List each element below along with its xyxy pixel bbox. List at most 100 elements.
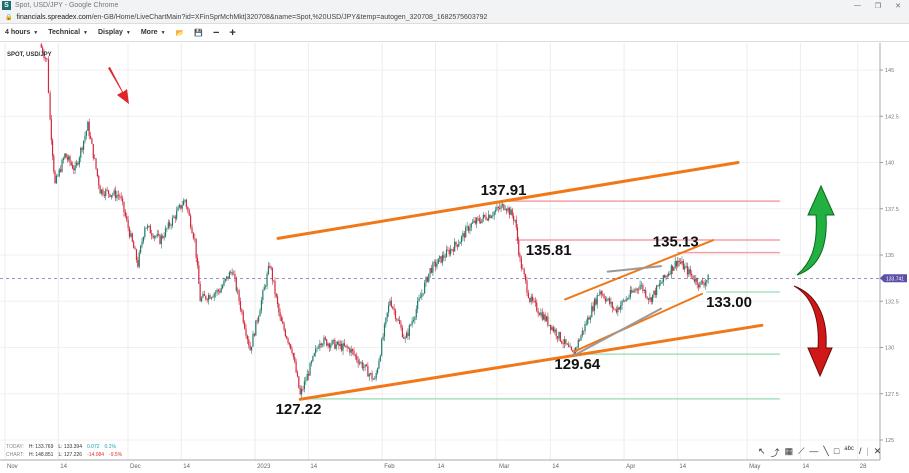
candle-up bbox=[171, 217, 174, 226]
candle-up bbox=[661, 282, 663, 284]
candle-down bbox=[526, 280, 528, 293]
candle-down bbox=[531, 296, 534, 301]
current-price-tag bbox=[880, 274, 907, 283]
line-tool-icon[interactable]: / bbox=[858, 446, 862, 456]
candle-up bbox=[368, 374, 370, 377]
candle-down bbox=[520, 257, 522, 269]
candle-up bbox=[138, 252, 140, 267]
candle-up bbox=[444, 257, 446, 258]
interval-dropdown[interactable]: 4 hours ▼ bbox=[5, 29, 39, 36]
candle-down bbox=[556, 336, 559, 339]
candle-down bbox=[133, 241, 135, 249]
price-chart[interactable]: Nov 14 Dec 14 2023 14 Feb 14 Mar 14 Apr 14 May 14 28 14… bbox=[0, 43, 909, 473]
level-label: 135.13 bbox=[653, 234, 699, 251]
open-folder-icon[interactable]: 📂 bbox=[175, 29, 185, 37]
candle-down bbox=[291, 349, 293, 354]
save-icon[interactable]: 💾 bbox=[194, 29, 203, 37]
chart-label: CHART: bbox=[6, 452, 24, 458]
y-tick-label: 145 bbox=[885, 68, 894, 74]
x-tick-label: Apr bbox=[626, 464, 635, 470]
candle-up bbox=[267, 265, 270, 275]
candle-down bbox=[497, 207, 499, 208]
candle-down bbox=[559, 332, 561, 342]
candle-up bbox=[425, 277, 427, 283]
candle-up bbox=[490, 216, 493, 218]
restore-icon[interactable]: ❐ bbox=[874, 2, 882, 10]
candle-up bbox=[374, 378, 376, 380]
address-bar[interactable]: 🔒 financials.spreadex.com/en-GB/Home/Liv… bbox=[0, 11, 909, 24]
candle-up bbox=[397, 320, 399, 321]
candle-down bbox=[480, 221, 482, 223]
candle-down bbox=[328, 343, 331, 348]
level-label: 133.00 bbox=[706, 294, 752, 311]
fibonacci-tool-icon[interactable]: ▦ bbox=[784, 446, 794, 456]
candle-up bbox=[112, 194, 114, 196]
candle-up bbox=[585, 323, 587, 325]
pointer-tool-icon[interactable]: ↖ bbox=[758, 446, 766, 456]
zoom-in-icon[interactable]: + bbox=[229, 26, 236, 39]
candle-down bbox=[70, 162, 72, 165]
candle-up bbox=[144, 227, 146, 238]
technical-dropdown[interactable]: Technical ▼ bbox=[48, 29, 88, 36]
candle-down bbox=[467, 226, 470, 231]
candle-down bbox=[588, 317, 590, 320]
candle-up bbox=[305, 380, 307, 382]
candle-up bbox=[688, 269, 690, 275]
candle-up bbox=[563, 339, 566, 345]
browser-titlebar: S Spot, USD/JPY - Google Chrome — ❐ ✕ bbox=[0, 0, 909, 11]
candle-up bbox=[176, 210, 178, 219]
candle-down bbox=[92, 144, 94, 159]
display-dropdown[interactable]: Display ▼ bbox=[97, 29, 131, 36]
candle-up bbox=[375, 372, 377, 379]
zoom-out-icon[interactable]: − bbox=[212, 26, 220, 39]
candle-down bbox=[51, 140, 54, 156]
close-icon[interactable]: ✕ bbox=[895, 2, 901, 10]
horizontal-line-tool-icon[interactable]: — bbox=[809, 446, 819, 456]
today-label: TODAY: bbox=[6, 444, 24, 450]
candle-down bbox=[121, 198, 124, 202]
candle-down bbox=[94, 158, 96, 159]
candle-up bbox=[173, 216, 175, 218]
candle-down bbox=[188, 210, 190, 216]
y-tick-label: 125 bbox=[885, 438, 894, 444]
candle-up bbox=[670, 265, 672, 275]
candle-up bbox=[330, 344, 332, 348]
candle-up bbox=[589, 317, 592, 320]
rectangle-tool-icon[interactable]: □ bbox=[833, 446, 840, 456]
trendline-tool-icon[interactable]: ⟋ bbox=[798, 446, 805, 456]
candle-up bbox=[496, 207, 498, 211]
candle-down bbox=[69, 156, 71, 163]
candle-up bbox=[658, 283, 660, 287]
candle-up bbox=[141, 241, 143, 246]
candle-up bbox=[312, 356, 314, 362]
candle-down bbox=[341, 343, 343, 351]
candle-down bbox=[195, 238, 197, 259]
candle-up bbox=[617, 307, 619, 313]
candle-up bbox=[220, 288, 222, 293]
y-tick-label: 137.5 bbox=[885, 207, 899, 213]
candle-up bbox=[58, 169, 60, 176]
x-tick-label: Feb bbox=[384, 464, 395, 470]
candle-up bbox=[685, 266, 687, 267]
candle-down bbox=[131, 233, 133, 242]
candle-down bbox=[274, 280, 276, 294]
candle-up bbox=[551, 327, 553, 330]
candle-down bbox=[351, 349, 354, 352]
delete-drawings-icon[interactable]: ✕ bbox=[873, 446, 882, 456]
candle-up bbox=[412, 319, 415, 322]
candle-down bbox=[682, 261, 684, 270]
trendline-inner-lower bbox=[573, 292, 703, 353]
minimize-icon[interactable]: — bbox=[853, 1, 861, 9]
ray-tool-icon[interactable]: ╲ bbox=[823, 446, 829, 456]
candle-down bbox=[573, 352, 575, 355]
candle-up bbox=[57, 175, 59, 177]
more-dropdown[interactable]: More ▼ bbox=[140, 29, 166, 36]
candle-down bbox=[43, 53, 45, 58]
candle-up bbox=[255, 320, 257, 336]
candle-up bbox=[643, 290, 645, 291]
candle-up bbox=[230, 272, 232, 273]
candle-down bbox=[448, 250, 450, 255]
text-tool-icon[interactable]: abc bbox=[844, 446, 854, 452]
candle-down bbox=[102, 189, 104, 195]
freehand-tool-icon[interactable]: ⤴ bbox=[770, 448, 780, 458]
